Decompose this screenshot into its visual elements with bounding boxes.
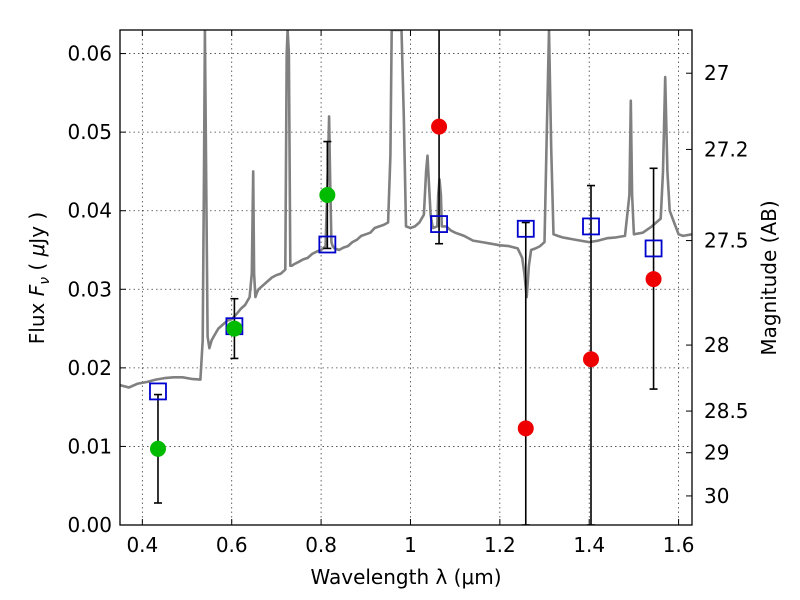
detection-point — [319, 187, 336, 203]
grid — [120, 30, 692, 526]
x-tick-label: 1.4 — [573, 533, 605, 557]
y2-tick-label: 27.5 — [704, 229, 749, 253]
model-square-point — [582, 217, 600, 236]
y-axis-label: Flux Fν ( μJy ) — [25, 212, 53, 344]
y-axis-label-open: ( — [25, 256, 49, 277]
y-tick-label: 0.05 — [67, 120, 112, 144]
y-tick-label: 0.01 — [67, 434, 112, 458]
nondetection-point — [517, 420, 534, 437]
nondetection-point — [583, 351, 600, 368]
y-tick-label: 0.02 — [67, 356, 112, 380]
sed-spectrum-line — [120, 30, 692, 389]
sed-layer — [120, 30, 692, 389]
plot-frame — [119, 29, 693, 526]
y-tick-label: 0.03 — [67, 277, 112, 301]
y2-tick-label: 29 — [704, 441, 729, 465]
x-tick-label: 1.6 — [663, 533, 695, 557]
model-square-point — [644, 239, 663, 258]
tick-labels: 0.4 0.6 0.8 1 1.2 1.4 1.6 0.00 0.01 0.02 0.03 0.04 0… — [67, 42, 748, 557]
y-axis-label-mu: μ — [25, 244, 49, 258]
y2-axis-label: Magnitude (AB) — [757, 200, 781, 355]
y-tick-label: 0.06 — [67, 42, 112, 66]
y2-tick-label: 28 — [704, 333, 729, 357]
x-tick-label: 1.2 — [484, 533, 516, 557]
x-tick-label: 0.8 — [305, 533, 337, 557]
detection-point — [149, 440, 166, 457]
y2-tick-label: 28.5 — [704, 399, 749, 423]
nondetection-point — [645, 271, 662, 288]
y-axis-label-flux: Flux — [25, 296, 49, 344]
errorbars-layer — [153, 30, 658, 525]
detection-point — [226, 320, 243, 337]
y-axis-label-nu: ν — [37, 277, 53, 285]
model-square-point — [430, 215, 448, 233]
y2-tick-label: 30 — [704, 484, 729, 508]
x-tick-label: 1 — [404, 533, 417, 557]
model-square-point — [149, 382, 167, 401]
y2-tick-label: 27 — [704, 61, 729, 85]
y-axis-label-F: F — [25, 284, 49, 296]
nondetection-point — [431, 118, 448, 135]
markers-layer — [149, 118, 663, 457]
y-tick-label: 0.04 — [67, 199, 112, 223]
x-axis-label: Wavelength λ (μm) — [310, 565, 501, 589]
ticks — [120, 30, 692, 526]
x-tick-label: 0.4 — [126, 533, 158, 557]
model-square-point — [516, 219, 535, 238]
model-square-point — [318, 235, 337, 254]
y2-tick-label: 27.2 — [704, 137, 749, 161]
x-tick-label: 0.6 — [216, 533, 248, 557]
y-tick-label: 0.00 — [67, 513, 112, 537]
y-axis-label-unit: Jy ) — [25, 212, 49, 246]
